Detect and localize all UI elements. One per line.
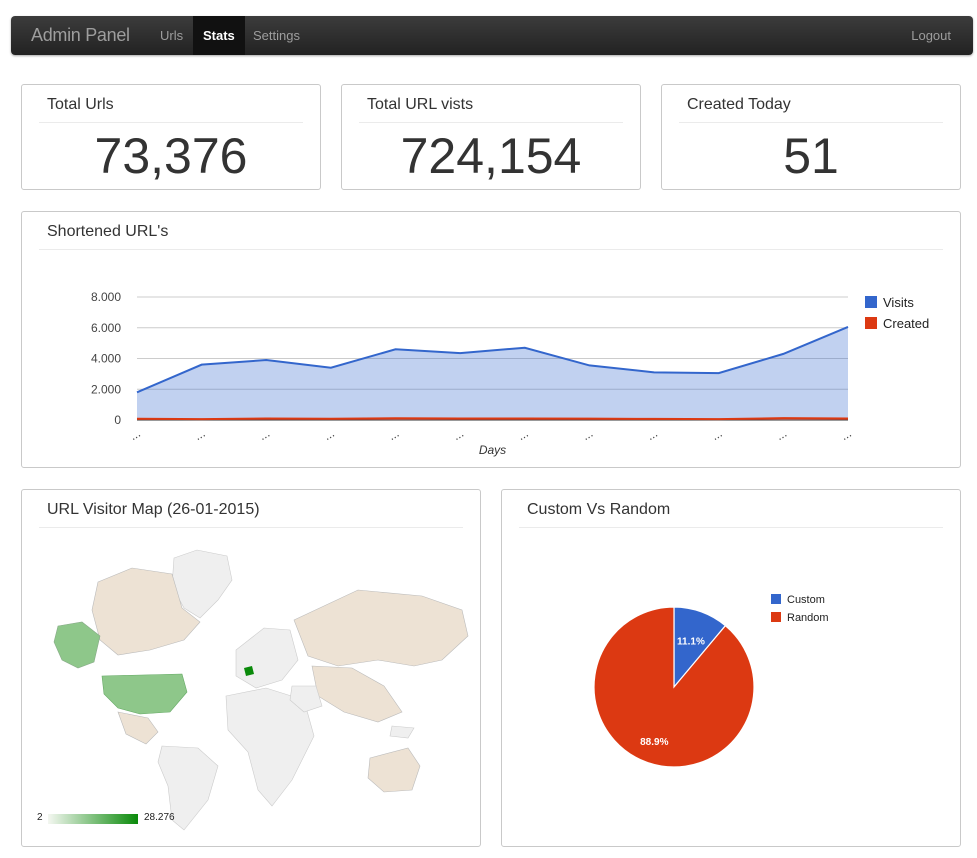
legend-label-visits: Visits <box>883 295 914 310</box>
legend-swatch-random <box>771 612 781 622</box>
series-area-visits <box>137 326 848 420</box>
divider <box>39 122 303 123</box>
pie-data-label: 88.9% <box>640 737 668 748</box>
series-line-created <box>136 417 849 421</box>
panel-title: Custom Vs Random <box>527 501 671 518</box>
x-tick-label: ... <box>450 426 466 443</box>
series-line-visits <box>136 326 849 394</box>
legend-label-custom: Custom <box>787 594 825 606</box>
area-chart: 0 2.000 4.000 6.000 8.000...................… <box>91 290 929 457</box>
x-tick-label: ... <box>192 426 208 443</box>
brand-title[interactable]: Admin Panel <box>31 25 130 45</box>
divider <box>519 527 943 528</box>
legend-label-random: Random <box>787 612 829 624</box>
custom-vs-random-panel: Custom Vs Random 11.1% 88.9% Custom Random <box>501 489 961 847</box>
shortened-urls-panel: Shortened URL's 0 2.000 4.000 6.000 8.000...… <box>21 211 961 468</box>
latin-america <box>117 711 219 831</box>
divider <box>679 122 943 123</box>
canada-region <box>91 567 201 656</box>
y-tick-label: 0 <box>114 413 121 427</box>
x-tick-label: ... <box>127 426 143 443</box>
stat-value: 73,376 <box>94 128 248 184</box>
x-tick-label: ... <box>644 426 660 443</box>
stat-title: Created Today <box>687 96 791 113</box>
x-tick-label: ... <box>321 426 337 443</box>
divider <box>39 249 943 250</box>
x-tick-label: ... <box>515 426 531 443</box>
stat-value: 724,154 <box>400 128 582 184</box>
africa <box>225 687 315 807</box>
y-tick-label: 8.000 <box>91 290 121 304</box>
stat-panel-created-today: Created Today 51 <box>661 84 961 190</box>
x-axis-title: Days <box>479 443 506 457</box>
visitor-map-panel: URL Visitor Map (26-01-2015) <box>21 489 481 847</box>
pie-slice-random <box>593 606 755 768</box>
pie-data-label: 11.1% <box>677 636 705 647</box>
nav-item-settings[interactable]: Settings <box>253 28 300 43</box>
map-scale-max: 28.276 <box>144 812 175 823</box>
x-tick-label: ... <box>774 426 790 443</box>
stat-title: Total Urls <box>47 96 114 113</box>
x-tick-label: ... <box>838 426 854 443</box>
map-color-scale <box>48 814 138 824</box>
alaska <box>53 621 101 669</box>
y-tick-label: 2.000 <box>91 382 121 396</box>
y-tick-label: 4.000 <box>91 352 121 366</box>
pie-chart: 11.1% 88.9% Custom Random <box>593 594 829 768</box>
stat-panel-total-visits: Total URL vists 724,154 <box>341 84 641 190</box>
asia-russia <box>289 589 469 723</box>
world-map[interactable] <box>22 490 480 846</box>
panel-title: Shortened URL's <box>47 223 169 240</box>
nav-item-stats[interactable]: Stats <box>193 16 245 55</box>
top-navbar: Admin Panel Urls Stats Settings Logout <box>11 16 973 55</box>
stat-panel-total-urls: Total Urls 73,376 <box>21 84 321 190</box>
x-tick-label: ... <box>386 426 402 443</box>
x-tick-label: ... <box>256 426 272 443</box>
divider <box>359 122 623 123</box>
x-tick-label: ... <box>580 426 596 443</box>
divider <box>39 527 463 528</box>
stat-title: Total URL vists <box>367 96 474 113</box>
legend-swatch-visits <box>865 296 877 308</box>
stat-value: 51 <box>783 128 839 184</box>
legend-swatch-custom <box>771 594 781 604</box>
legend-swatch-created <box>865 317 877 329</box>
legend-label-created: Created <box>883 316 929 331</box>
nav-item-urls[interactable]: Urls <box>160 28 184 43</box>
panel-title: URL Visitor Map (26-01-2015) <box>47 501 260 518</box>
map-scale-min: 2 <box>37 812 43 823</box>
logout-link[interactable]: Logout <box>911 28 951 43</box>
y-tick-label: 6.000 <box>91 321 121 335</box>
x-tick-label: ... <box>709 426 725 443</box>
united-states <box>101 673 188 715</box>
europe <box>235 627 299 689</box>
oceania <box>367 725 421 793</box>
